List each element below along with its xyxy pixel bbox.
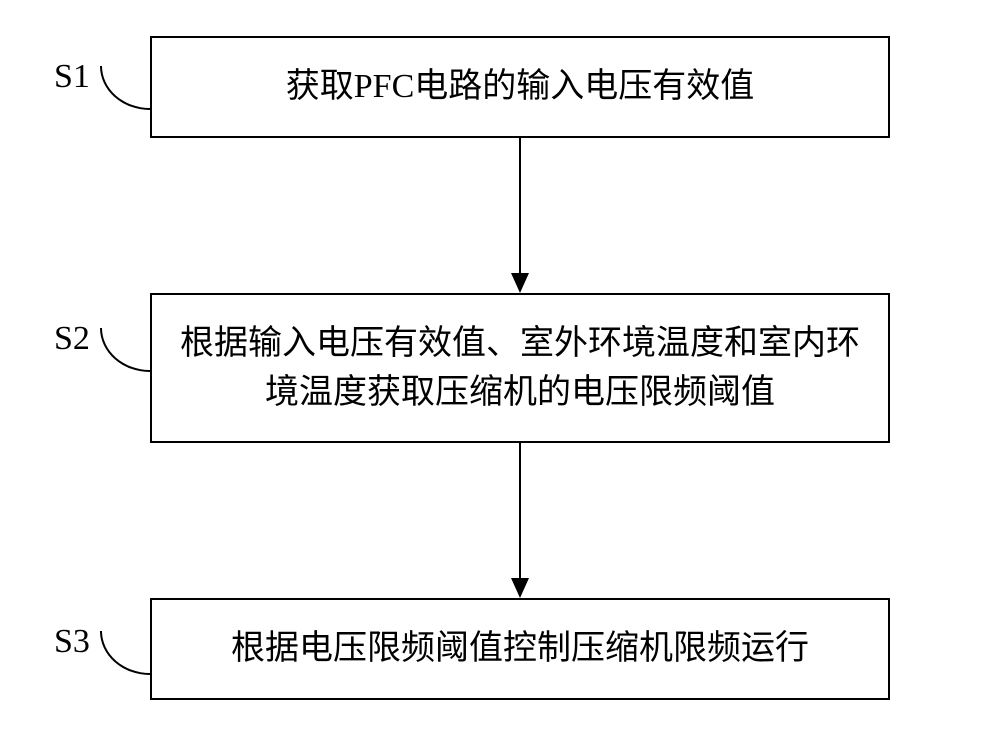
step-label-s3: S3 [54,623,90,661]
flow-box-s3: 根据电压限频阈值控制压缩机限频运行 [150,598,890,700]
flow-box-s3-text: 根据电压限频阈值控制压缩机限频运行 [231,624,809,673]
